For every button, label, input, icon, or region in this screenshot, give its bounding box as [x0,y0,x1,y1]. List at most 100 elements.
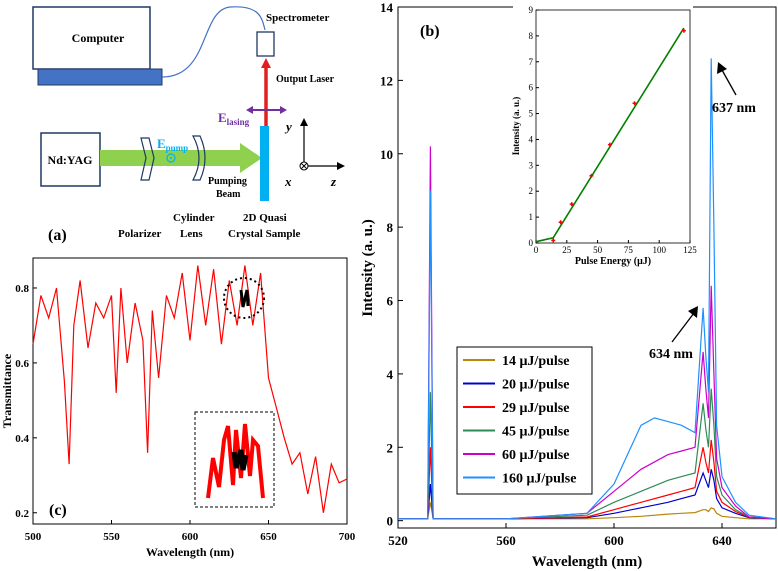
axis-z-label: z [330,174,337,189]
annotation-637nm: 637 nm [712,101,756,116]
spectrometer-box [256,31,275,57]
e-pump-direction-symbol [166,153,176,163]
chart-b-ytick-label: 12 [380,73,393,88]
cylinder-lens-label-2: Lens [180,228,203,240]
inset-ytick-label: 8 [529,31,534,41]
e-lasing-label: Elasing [218,110,250,127]
inset-xtick-label: 75 [624,245,634,255]
inset-data-point [551,238,556,243]
keyboard [37,68,163,86]
inset-data-point [607,142,612,147]
output-laser-label: Output Laser [276,74,335,85]
chart-c-xtick-label: 550 [103,531,120,543]
e-pump-direction-dot [170,157,172,159]
chart-b-xtick-label: 640 [712,533,732,548]
chart-c-xtick-label: 500 [25,531,42,543]
inset-ytick-label: 9 [529,5,534,15]
pumping-beam-label-2: Beam [216,189,241,200]
axis-y-arrowhead [300,118,308,126]
legend-box [456,346,593,495]
pumping-beam-label-1: Pumping [208,176,247,187]
sample-label-2: Crystal Sample [228,228,301,240]
chart-c-xtick-label: 650 [260,531,277,543]
chart-b-xtick-label: 600 [604,533,624,548]
chart-c-zoom-marker [231,449,249,471]
cylinder-lens-optic [191,135,206,181]
inset-ytick-label: 6 [529,83,534,93]
inset-ytick-label: 2 [529,186,534,196]
spectrometer-label: Spectrometer [266,12,329,24]
chart-b-series-line [398,58,777,520]
inset-data-point [589,173,594,178]
chart-b-ytick-label: 2 [387,440,394,455]
inset-ytick-label: 4 [529,134,534,144]
inset-ytick-label: 0 [529,238,534,248]
chart-b-ytick-label: 14 [380,0,394,15]
annotation-634nm-arrow [671,312,695,343]
annotation-637nm-arrowhead [717,62,727,74]
inset-ytick-label: 7 [529,57,534,67]
chart-c-zoom-trace [206,423,265,499]
e-pump-label: Epump [157,136,188,153]
computer-label: Computer [72,31,125,45]
panel-a-label: (a) [48,227,67,244]
chart-b-ytick-label: 4 [387,367,394,382]
cylinder-lens-label-1: Cylinder [173,212,215,224]
axis-x-cross-2 [300,162,308,170]
annotation-637nm-arrow [721,69,737,96]
polarizer-label: Polarizer [118,228,161,240]
panel-a-schematic: Computer Spectrometer Output Laser Elasi… [32,6,345,244]
inset-xtick-label: 50 [593,245,603,255]
chart-c-ytick-label: 0.6 [15,358,29,370]
chart-b-xtick-label: 560 [496,533,516,548]
output-laser-arrowhead [261,58,271,68]
chart-c-panel-label: (c) [49,502,67,519]
inset-xtick-label: 100 [652,245,666,255]
chart-b-series-line [398,502,776,520]
inset-data-point [569,202,574,207]
chart-b-legend: 14 μJ/pulse 20 μJ/pulse 29 μJ/pulse 45 μJ/p… [456,346,593,495]
chart-c-xtick-label: 600 [182,531,199,543]
inset-ylabel: Intensity (a. u.) [511,97,521,156]
inset-ticks: 0 25 50 75 100 125 0 1 2 3 4 5 6 7 8 9 [529,5,698,255]
chart-c-xlabel: Wavelength (nm) [146,545,234,559]
chart-c-ytick-label: 0.4 [15,433,29,445]
legend-label: 20 μJ/pulse [502,378,569,393]
chart-c-xtick-label: 700 [339,531,356,543]
inset-fit-line [535,27,685,243]
sample-label-1: 2D Quasi [243,212,287,224]
annotation-634nm-arrowhead [688,306,698,318]
inset-data-point [558,220,563,225]
chart-b-ytick-label: 10 [380,147,393,162]
legend-label: 29 μJ/pulse [502,401,569,416]
chart-b-ytick-label: 0 [387,514,394,529]
axis-z-arrowhead [337,162,345,170]
chart-b-xtick-label: 520 [388,533,408,548]
legend-label: 14 μJ/pulse [502,354,569,369]
inset-xtick-label: 125 [683,245,697,255]
laser-box [40,132,101,187]
inset-marks [535,27,686,243]
chart-b-panel-label: (b) [420,23,440,40]
inset-ytick-label: 5 [529,109,534,119]
laser-label: Nd:YAG [48,153,93,167]
chart-b-ytick-label: 8 [387,220,394,235]
chart-c-ytick-label: 0.8 [15,283,29,295]
legend-label: 160 μJ/pulse [502,472,576,487]
chart-b-ytick-label: 6 [387,294,394,309]
fiber-cable [161,6,266,78]
axis-x-label: x [284,174,292,189]
polarizer-optic [140,137,155,181]
e-lasing-arrowhead-right [280,106,287,114]
inset-ytick-label: 3 [529,160,534,170]
chart-b-inset: 0 25 50 75 100 125 0 1 2 3 4 5 6 7 8 9 Intensity (a. u.… [511,1,697,269]
inset-xtick-label: 0 [534,245,539,255]
inset-data-point [681,28,686,33]
chart-c-highlight-circle [223,277,265,319]
panel-c-chart: 500 550 600 650 700 0.2 0.4 0.6 0.8 Transmittanc… [0,257,356,559]
computer-box [32,6,151,70]
inset-frame [535,9,691,244]
inset-ytick-label: 1 [529,212,534,222]
